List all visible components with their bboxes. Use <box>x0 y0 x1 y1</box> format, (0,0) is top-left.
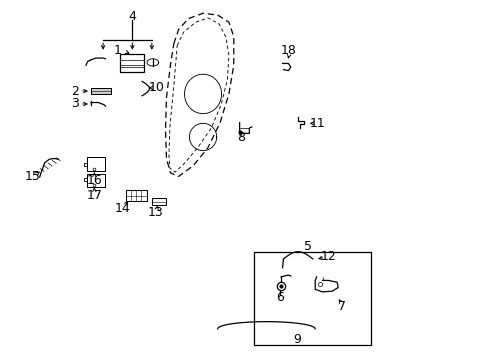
Bar <box>87 174 104 187</box>
Text: 7: 7 <box>337 300 346 313</box>
Text: 15: 15 <box>24 170 40 183</box>
Bar <box>91 88 111 94</box>
Text: 10: 10 <box>148 81 164 94</box>
Text: 11: 11 <box>309 117 325 130</box>
Bar <box>87 157 104 171</box>
Text: 2: 2 <box>71 85 79 98</box>
Text: 17: 17 <box>86 189 102 202</box>
Text: 12: 12 <box>320 249 336 262</box>
Bar <box>254 252 370 345</box>
Bar <box>126 190 147 201</box>
Text: 3: 3 <box>71 98 79 111</box>
Bar <box>152 198 166 205</box>
Text: 6: 6 <box>275 291 283 304</box>
Bar <box>120 54 143 72</box>
Text: 9: 9 <box>293 333 301 346</box>
Text: 14: 14 <box>115 202 130 215</box>
Text: 13: 13 <box>147 207 163 220</box>
Text: 5: 5 <box>303 240 311 253</box>
Text: 4: 4 <box>128 10 136 23</box>
Text: 8: 8 <box>237 131 245 144</box>
Text: 18: 18 <box>280 44 296 57</box>
Text: 16: 16 <box>86 174 102 186</box>
Text: 1: 1 <box>114 44 122 57</box>
